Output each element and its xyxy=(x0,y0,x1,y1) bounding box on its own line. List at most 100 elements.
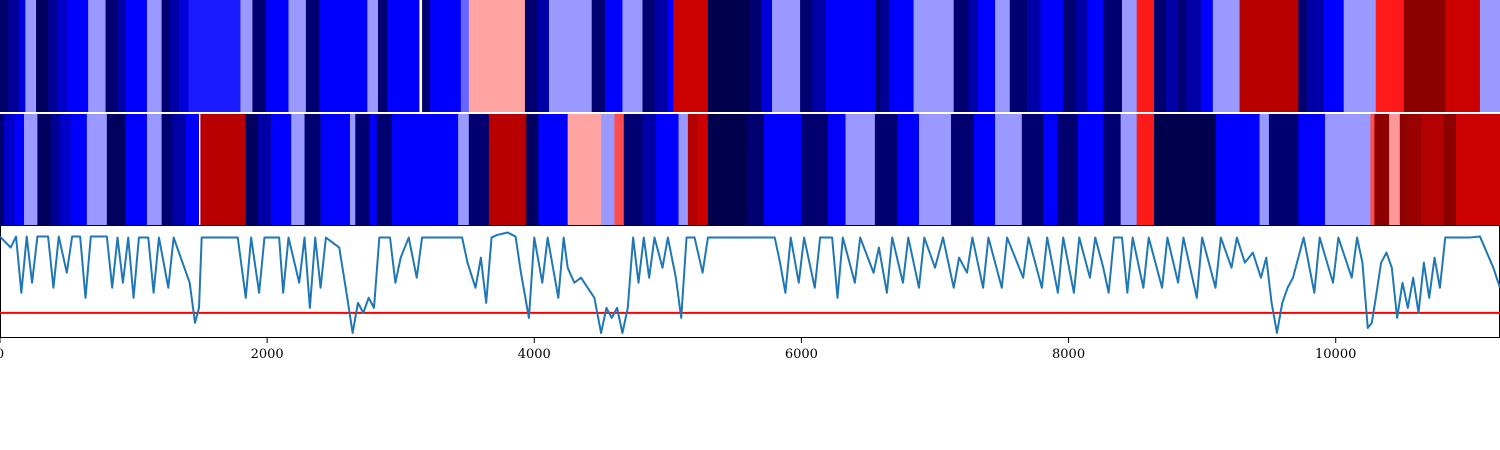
x-axis: 0 2000 4000 6000 8000 10000 xyxy=(0,338,1356,362)
heatmap-a-cell xyxy=(1178,0,1187,112)
heatmap-a-cell xyxy=(117,0,126,112)
heatmap-a-cell xyxy=(0,0,9,112)
heatmap-a-cell xyxy=(1009,0,1028,112)
heatmap-a-cell xyxy=(146,0,162,112)
heatmap-a-cell xyxy=(57,0,69,112)
heatmap-a-cell xyxy=(18,0,26,112)
heatmap-a-cell xyxy=(68,0,89,112)
heatmap-a-cell xyxy=(88,0,106,112)
heatmap-b-cell xyxy=(642,114,657,225)
heatmap-a-cell xyxy=(1375,0,1405,112)
heatmap-b-cell xyxy=(951,114,975,225)
heatmap-b-cell xyxy=(391,114,459,225)
heatmap-a-cell xyxy=(1121,0,1137,112)
heatmap-b-cell xyxy=(146,114,162,225)
series-line xyxy=(0,231,1500,334)
heatmap-a-cell xyxy=(707,0,750,112)
heatmap-a-cell xyxy=(654,0,669,112)
heatmap-a-cell xyxy=(924,0,954,112)
heatmap-a-cell xyxy=(1200,0,1214,112)
x-tick-label: 0 xyxy=(0,347,4,362)
heatmap-a-cell xyxy=(876,0,881,112)
x-tick-label: 2000 xyxy=(251,347,284,362)
heatmap-a-cell xyxy=(622,0,643,112)
heatmap-a-cell xyxy=(161,0,170,112)
heatmap-a-cell xyxy=(1166,0,1179,112)
heatmap-a-cell xyxy=(524,0,538,112)
heatmap-b-cell xyxy=(291,114,305,225)
heatmap-b-cell xyxy=(125,114,148,225)
heatmap-b-cell xyxy=(1043,114,1059,225)
heatmap-b-cell xyxy=(488,114,527,225)
heatmap-a-cell xyxy=(642,0,655,112)
heatmap-a-cell xyxy=(105,0,118,112)
heatmap-b-cell xyxy=(1215,114,1260,225)
heatmap-a-cell xyxy=(995,0,1011,112)
heatmap-b-cell xyxy=(1399,114,1407,225)
heatmap-b-cell xyxy=(1154,114,1216,225)
heatmap-a-cell xyxy=(430,0,462,112)
heatmap-b-cell xyxy=(1421,114,1445,225)
heatmap-a-cell xyxy=(460,0,470,112)
heatmap-b-cell xyxy=(995,114,1023,225)
x-tick-label: 10000 xyxy=(1315,347,1356,362)
heatmap-b-cell xyxy=(1406,114,1422,225)
heatmap-b-cell xyxy=(37,114,52,225)
heatmap-a-cell xyxy=(749,0,762,112)
heatmap-b-cell xyxy=(106,114,126,225)
heatmap-b-cell xyxy=(50,114,61,225)
heatmap-a-cell xyxy=(977,0,996,112)
heatmap-b-cell xyxy=(746,114,765,225)
heatmap-a-cell xyxy=(387,0,420,112)
heatmap-a-cell xyxy=(825,0,877,112)
heatmap-track-b xyxy=(0,114,1500,225)
heatmap-a-cell xyxy=(1027,0,1041,112)
heatmap-b-cell xyxy=(349,114,356,225)
heatmap-b-cell xyxy=(567,114,602,225)
heatmap-a-cell xyxy=(1343,0,1377,112)
heatmap-a-cell xyxy=(1063,0,1076,112)
heatmap-a-cell xyxy=(761,0,773,112)
heatmap-b-cell xyxy=(161,114,173,225)
heatmap-a-cell xyxy=(288,0,307,112)
heatmap-track-a xyxy=(0,0,1500,112)
heatmap-a-cell xyxy=(25,0,37,112)
heatmap-b-cell xyxy=(1136,114,1155,225)
heatmap-a-cell xyxy=(1298,0,1308,112)
heatmap-a-cell xyxy=(536,0,550,112)
heatmap-b-cell xyxy=(918,114,952,225)
heatmap-a-cell xyxy=(252,0,267,112)
heatmap-a-cell xyxy=(36,0,49,112)
heatmap-b-cell xyxy=(369,114,377,225)
line-chart-panel xyxy=(0,225,1500,338)
heatmap-b-cell xyxy=(1021,114,1044,225)
heatmap-b-cell xyxy=(304,114,321,225)
heatmap-a-cell xyxy=(591,0,606,112)
heatmap-a-cell xyxy=(419,0,423,112)
heatmap-a-cell xyxy=(378,0,388,112)
heatmap-b-cell xyxy=(24,114,38,225)
heatmap-b-cell xyxy=(538,114,568,225)
heatmap-b-cell xyxy=(697,114,709,225)
heatmap-b-cell xyxy=(200,114,247,225)
heatmap-a-cell xyxy=(178,0,189,112)
heatmap-b-cell xyxy=(458,114,470,225)
heatmap-b-cell xyxy=(1057,114,1079,225)
heatmap-a-cell xyxy=(188,0,241,112)
heatmap-a-cell xyxy=(1403,0,1446,112)
heatmap-a-cell xyxy=(240,0,253,112)
heatmap-b-cell xyxy=(86,114,108,225)
heatmap-b-cell xyxy=(271,114,292,225)
heatmap-b-cell xyxy=(1443,114,1457,225)
x-tick-label: 8000 xyxy=(1052,347,1085,362)
heatmap-a-cell xyxy=(422,0,431,112)
heatmap-a-cell xyxy=(800,0,813,112)
heatmap-b-cell xyxy=(687,114,698,225)
heatmap-b-cell xyxy=(320,114,351,225)
heatmap-b-cell xyxy=(1077,114,1104,225)
heatmap-a-cell xyxy=(968,0,979,112)
heatmap-b-cell xyxy=(1389,114,1401,225)
heatmap-a-cell xyxy=(913,0,925,112)
heatmap-b-cell xyxy=(355,114,371,225)
heatmap-a-cell xyxy=(1307,0,1324,112)
